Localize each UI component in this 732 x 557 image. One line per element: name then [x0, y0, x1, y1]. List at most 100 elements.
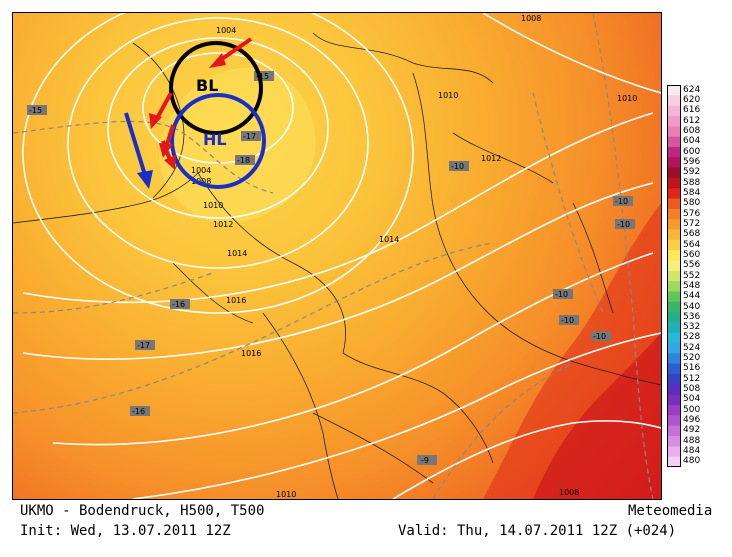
isobar-label-group: 1004 1004 1008 1008 1010 1010 1012 1012 …: [191, 14, 637, 499]
isobar-label: 1004: [216, 26, 236, 35]
colorbar-label: 584: [683, 187, 701, 198]
colorbar-label: 572: [683, 218, 701, 229]
red-arrows: [149, 37, 253, 170]
colorbar-labels: 624 620 616 612 608 604 600 596 592 588 584 580 576 5…: [683, 85, 728, 467]
colorbar-label: 580: [683, 198, 701, 209]
hot-zone: [533, 333, 661, 499]
colorbar-swatch: [667, 446, 681, 458]
colorbar-label: 604: [683, 136, 701, 147]
colorbar-label: 516: [683, 363, 701, 374]
colorbar-label: 520: [683, 353, 701, 364]
colorbar-border: [667, 85, 681, 467]
colorbar-label: 564: [683, 239, 701, 250]
temperature-label: -10: [451, 162, 464, 171]
colorbar-swatch: [667, 394, 681, 406]
colorbar-swatch: [667, 177, 681, 189]
isobar-label: 1016: [241, 349, 261, 358]
colorbar-label: 508: [683, 384, 701, 395]
temp-label-box: -18: [235, 155, 255, 165]
isobar-label: 1014: [227, 249, 247, 258]
temp-label-box: -17: [135, 340, 155, 350]
colorbar-label: 560: [683, 249, 701, 260]
colorbar-swatch: [667, 291, 681, 303]
temperature-label: -10: [617, 220, 630, 229]
colorbar-swatch: [667, 146, 681, 158]
colorbar-label: 528: [683, 332, 701, 343]
temperature-label: -10: [615, 197, 628, 206]
colorbar-label: 588: [683, 177, 701, 188]
isobar-label: 1012: [481, 154, 501, 163]
colorbar-swatch: [667, 436, 681, 447]
isobar-label: 1010: [203, 201, 223, 210]
isobar-label: 1008: [521, 14, 541, 23]
temp-label-box: -10: [553, 289, 573, 299]
colorbar-swatch: [667, 136, 681, 148]
blue-arrow: [124, 112, 153, 189]
temp-label-box: -16: [170, 299, 190, 309]
temperature-label: -15: [256, 72, 269, 81]
colorbar-label: 492: [683, 425, 701, 436]
temp-label-box: -10: [449, 161, 469, 171]
colorbar-swatch: [667, 219, 681, 231]
colorbar: [667, 85, 681, 467]
hl-circle: [170, 93, 266, 189]
isobar-label: 1008: [191, 177, 211, 186]
colorbar-label: 548: [683, 280, 701, 291]
red-arrow: [161, 140, 176, 170]
red-arrow: [149, 92, 173, 129]
colorbar-label: 544: [683, 291, 701, 302]
temperature-label-group: -15 -15 -17 -18 -16 -17 -16 -10 -10 -10 …: [27, 71, 635, 465]
colorbar-label: 576: [683, 208, 701, 219]
temperature-label: -9: [421, 456, 429, 465]
colorbar-label: 556: [683, 260, 701, 271]
colorbar-swatch: [667, 229, 681, 241]
colorbar-label: 524: [683, 342, 701, 353]
colorbar-label: 496: [683, 415, 701, 425]
isobar-label: 1004: [191, 166, 211, 175]
isobar-label: 1010: [438, 91, 458, 100]
colorbar-swatch: [667, 343, 681, 354]
colorbar-swatch: [667, 353, 681, 365]
colorbar-swatch: [667, 456, 681, 467]
colorbar-label: 616: [683, 105, 701, 116]
temp-label-box: -10: [613, 196, 633, 206]
colorbar-label: 568: [683, 229, 701, 240]
model-title: UKMO - Bodendruck, H500, T500: [20, 503, 265, 519]
brand-label: Meteomedia: [628, 503, 713, 519]
temperature-label: -10: [561, 316, 574, 325]
temperature-label: -10: [593, 332, 606, 341]
colorbar-label: 504: [683, 394, 701, 405]
colorbar-swatch: [667, 281, 681, 292]
colorbar-swatch: [667, 374, 681, 385]
colorbar-swatch: [667, 312, 681, 323]
colorbar-swatch: [667, 188, 681, 200]
bl-circle: [169, 41, 263, 135]
colorbar-swatch: [667, 363, 681, 375]
colorbar-swatch: [667, 115, 681, 127]
hl-label: HL: [203, 130, 227, 149]
bl-label: BL: [196, 76, 218, 95]
colorbar-swatch: [667, 95, 681, 107]
isobar-label: 1008: [559, 488, 579, 497]
colorbar-label: 500: [683, 404, 701, 415]
colorbar-label: 488: [683, 435, 701, 446]
colorbar-swatch: [667, 301, 681, 313]
colorbar-label: 552: [683, 270, 701, 281]
colorbar-swatch: [667, 208, 681, 220]
colorbar-label: 512: [683, 373, 701, 384]
temp-label-box: -9: [417, 455, 437, 465]
colorbar-swatch: [667, 322, 681, 334]
weather-map-canvas: 1004 1004 1008 1008 1010 1010 1012 1012 …: [13, 13, 661, 499]
temperature-label: -17: [137, 341, 150, 350]
colorbar-swatch: [667, 239, 681, 251]
colorbar-swatch: [667, 157, 681, 169]
colorbar-label: 612: [683, 115, 701, 126]
temperature-isolines: [13, 13, 654, 499]
colorbar-swatch: [667, 425, 681, 437]
colorbar-swatch: [667, 332, 681, 344]
colorbar-label: 600: [683, 146, 701, 157]
temp-label-box: -15: [27, 105, 47, 115]
red-arrow: [209, 37, 253, 68]
colorbar-swatch: [667, 415, 681, 427]
temperature-label: -16: [172, 300, 185, 309]
